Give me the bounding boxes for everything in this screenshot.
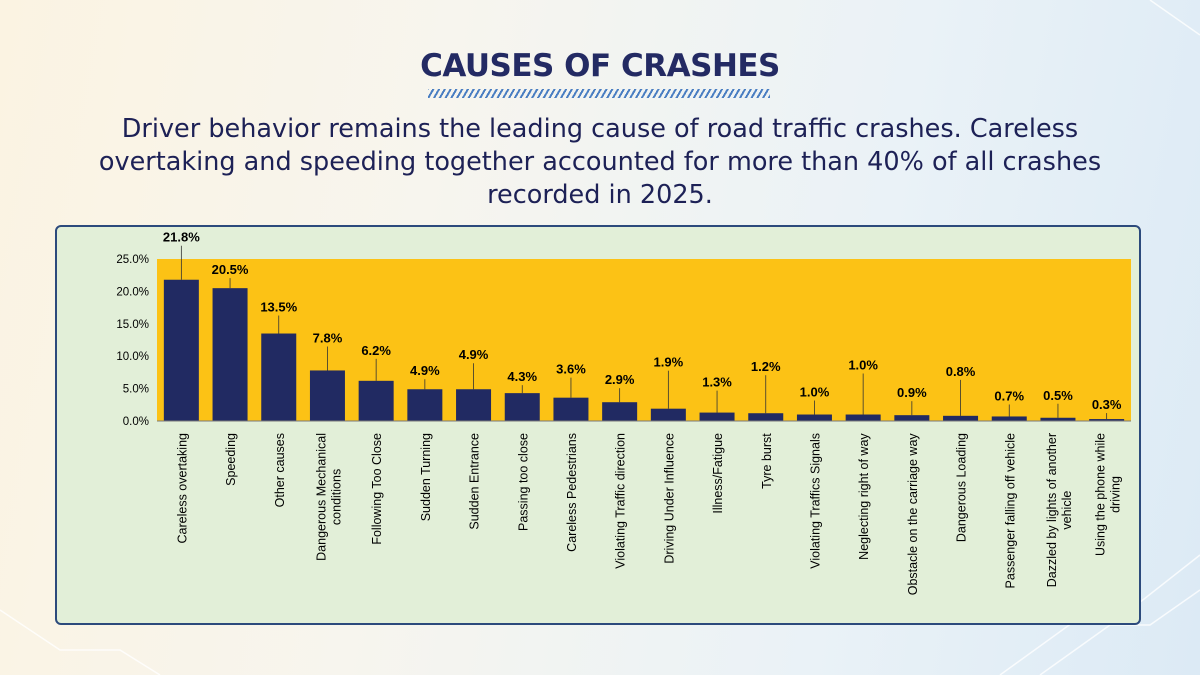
- x-tick-label-line: Passenger falling off vehicle: [1003, 433, 1017, 588]
- data-label: 3.6%: [556, 362, 586, 377]
- x-tick-label: Careless overtaking: [175, 433, 189, 544]
- x-tick-label-line: Following Too Close: [370, 433, 384, 545]
- x-tick-label: Driving Under Influence: [662, 433, 676, 564]
- bar: [602, 402, 638, 421]
- bar-chart: 0.0% 5.0% 10.0% 15.0% 20.0% 25.0% 21.8% Careles…: [116, 230, 1131, 596]
- data-label: 20.5%: [212, 262, 249, 277]
- page-heading: CAUSES OF CRASHES: [420, 48, 780, 84]
- x-tick-label-line: Sudden Entrance: [468, 433, 482, 530]
- data-label: 1.2%: [751, 359, 781, 374]
- data-label: 1.0%: [848, 358, 878, 373]
- x-tick-label: Tyre burst: [760, 433, 774, 489]
- data-label: 4.9%: [459, 347, 489, 362]
- bar: [796, 414, 832, 421]
- x-tick-label: Using the phone whiledriving: [1094, 433, 1123, 556]
- plot-area: [157, 259, 1131, 421]
- data-label: 1.0%: [800, 385, 830, 400]
- x-tick-label-line: Dangerous Loading: [955, 433, 969, 542]
- data-label: 2.9%: [605, 372, 635, 387]
- x-tick-label: Violating Traffic direction: [614, 433, 628, 569]
- bar: [991, 416, 1027, 421]
- x-tick-label-line: Careless overtaking: [175, 433, 189, 544]
- bar: [309, 370, 345, 421]
- bar: [504, 393, 540, 421]
- x-tick-label-line: Careless Pedestrians: [565, 433, 579, 552]
- x-tick-label-line: Using the phone while: [1094, 433, 1108, 556]
- x-tick-label: Violating Traffics Signals: [808, 433, 822, 569]
- x-tick-label-line: Other causes: [273, 433, 287, 507]
- x-tick-label: Neglecting right of way: [857, 433, 871, 560]
- data-label: 0.7%: [994, 388, 1024, 403]
- y-tick-label: 25.0%: [116, 254, 149, 266]
- x-tick-label-line: Violating Traffics Signals: [808, 433, 822, 569]
- x-tick-label: Sudden Turning: [419, 433, 433, 521]
- bar: [261, 333, 297, 421]
- x-tick-label: Sudden Entrance: [468, 433, 482, 530]
- x-tick-label-line: driving: [1109, 476, 1123, 513]
- data-label: 4.3%: [507, 369, 537, 384]
- bar: [212, 288, 248, 421]
- bar: [358, 380, 394, 421]
- data-label: 13.5%: [260, 300, 297, 315]
- bar: [407, 389, 443, 421]
- heading-underline: [428, 89, 770, 98]
- x-tick-label: Obstacle on the carriage way: [906, 433, 920, 596]
- bar: [748, 413, 784, 421]
- data-label: 7.8%: [313, 330, 343, 345]
- data-label: 6.2%: [361, 343, 391, 358]
- x-tick-label: Passenger falling off vehicle: [1003, 433, 1017, 588]
- bar: [553, 397, 589, 421]
- x-tick-label-line: vehicle: [1060, 491, 1074, 530]
- x-tick-label-line: Dazzled by lights of another: [1045, 433, 1059, 587]
- x-tick-label-line: Tyre burst: [760, 433, 774, 489]
- data-label: 0.3%: [1092, 397, 1122, 412]
- data-label: 4.9%: [410, 363, 440, 378]
- x-tick-label: Other causes: [273, 433, 287, 507]
- x-tick-label-line: Passing too close: [516, 433, 530, 531]
- x-tick-label: Dangerous Loading: [955, 433, 969, 542]
- x-tick-label: Speeding: [224, 433, 238, 486]
- x-tick-label-line: Speeding: [224, 433, 238, 486]
- bar: [456, 389, 492, 421]
- x-tick-label-line: Sudden Turning: [419, 433, 433, 521]
- x-tick-label-line: Illness/Fatigue: [711, 433, 725, 514]
- y-tick-label: 15.0%: [116, 319, 149, 331]
- chart-panel: 0.0% 5.0% 10.0% 15.0% 20.0% 25.0% 21.8% Careles…: [55, 225, 1141, 625]
- data-label: 1.3%: [702, 375, 732, 390]
- x-tick-label-line: Violating Traffic direction: [614, 433, 628, 569]
- bar: [1089, 419, 1125, 421]
- page-subtitle: Driver behavior remains the leading caus…: [98, 114, 1102, 210]
- data-label: 0.8%: [946, 364, 976, 379]
- bar: [894, 415, 930, 421]
- bar: [943, 415, 979, 421]
- data-label: 21.8%: [163, 230, 200, 245]
- y-tick-label: 20.0%: [116, 286, 149, 298]
- y-tick-label: 10.0%: [116, 351, 149, 363]
- x-tick-label-line: Obstacle on the carriage way: [906, 433, 920, 596]
- x-tick-label: Illness/Fatigue: [711, 433, 725, 514]
- y-tick-label: 5.0%: [123, 384, 149, 396]
- bar: [845, 414, 881, 421]
- x-tick-label-line: Neglecting right of way: [857, 433, 871, 560]
- x-tick-label: Dangerous Mechanicalconditions: [314, 433, 343, 561]
- bar: [650, 408, 686, 421]
- x-tick-label: Following Too Close: [370, 433, 384, 545]
- x-tick-label: Passing too close: [516, 433, 530, 531]
- x-tick-label: Careless Pedestrians: [565, 433, 579, 552]
- x-tick-label: Dazzled by lights of anothervehicle: [1045, 433, 1074, 587]
- x-tick-label-line: conditions: [329, 469, 343, 525]
- data-label: 0.9%: [897, 385, 927, 400]
- bar: [1040, 417, 1076, 421]
- data-label: 1.9%: [654, 355, 684, 370]
- y-tick-label: 0.0%: [123, 416, 149, 428]
- x-tick-label-line: Dangerous Mechanical: [314, 433, 328, 561]
- bar: [699, 412, 735, 421]
- bar: [163, 279, 199, 421]
- data-label: 0.5%: [1043, 388, 1073, 403]
- x-tick-label-line: Driving Under Influence: [662, 433, 676, 564]
